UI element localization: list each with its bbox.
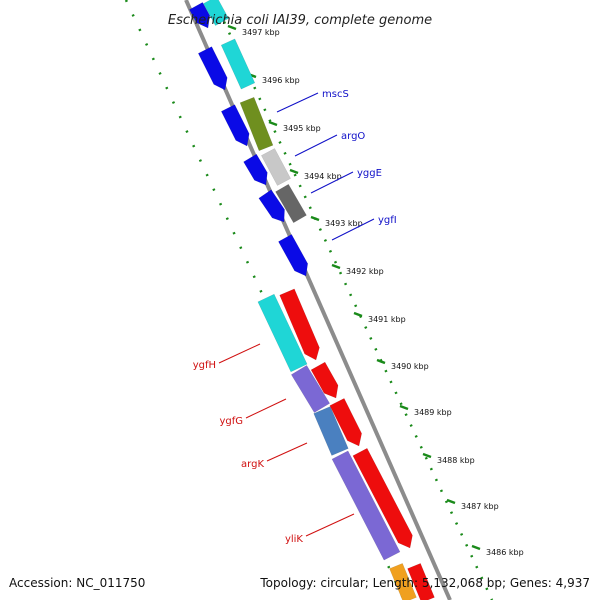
map-title: Escherichia coli IAI39, complete genome bbox=[168, 13, 432, 28]
kbp-label: 3490 kbp bbox=[391, 362, 429, 371]
inner-tick-ruler bbox=[212, 0, 494, 600]
cds-light-gray bbox=[261, 148, 291, 186]
gene-leader-line bbox=[266, 442, 308, 462]
major-tick bbox=[376, 358, 386, 365]
gene-label-reverse: argK bbox=[241, 459, 264, 470]
gene-leader-line bbox=[294, 134, 338, 157]
genome-summary: Topology: circular; Length: 5,132,068 bp… bbox=[259, 576, 590, 590]
forward-cds bbox=[197, 46, 228, 91]
kbp-label: 3492 kbp bbox=[346, 267, 384, 276]
gene-label-forward: yggE bbox=[357, 168, 382, 179]
kbp-label: 3497 kbp bbox=[242, 28, 280, 37]
kbp-label: 3491 kbp bbox=[368, 315, 406, 324]
major-tick bbox=[289, 168, 299, 175]
kbp-label: 3495 kbp bbox=[283, 124, 321, 133]
reverse-cds bbox=[279, 288, 320, 361]
cds-cyan bbox=[257, 293, 308, 373]
cds-purple bbox=[331, 450, 401, 561]
major-tick bbox=[227, 24, 237, 31]
major-tick bbox=[422, 452, 432, 459]
gene-label-reverse: ygfG bbox=[219, 416, 243, 427]
backbone-line bbox=[184, 0, 452, 600]
gene-label-forward: ygfI bbox=[378, 215, 397, 226]
cds-purple bbox=[290, 364, 331, 414]
kbp-label: 3486 kbp bbox=[486, 548, 524, 557]
major-tick bbox=[471, 544, 481, 551]
feature-layer bbox=[189, 0, 435, 600]
gene-leader-line bbox=[245, 398, 287, 419]
gene-leader-line bbox=[331, 218, 375, 241]
cds-orange bbox=[389, 563, 417, 600]
gene-leader-line bbox=[218, 343, 261, 364]
major-tick bbox=[331, 263, 341, 270]
reverse-cds bbox=[352, 447, 413, 549]
kbp-label: 3494 kbp bbox=[304, 172, 342, 181]
major-tick bbox=[446, 498, 456, 505]
cds-cyan bbox=[220, 38, 256, 90]
major-tick bbox=[268, 120, 278, 127]
kbp-label: 3489 kbp bbox=[414, 408, 452, 417]
forward-cds bbox=[220, 104, 250, 147]
forward-cds bbox=[189, 2, 211, 29]
major-tick bbox=[399, 404, 409, 411]
gene-leader-line bbox=[310, 171, 354, 194]
major-tick bbox=[353, 311, 363, 318]
accession-label: Accession: NC_011750 bbox=[9, 576, 145, 590]
gene-label-reverse: yliK bbox=[285, 534, 303, 545]
kbp-label: 3488 kbp bbox=[437, 456, 475, 465]
gene-label-reverse: ygfH bbox=[193, 360, 216, 371]
reverse-cds bbox=[329, 398, 362, 447]
cds-steel bbox=[313, 406, 349, 456]
kbp-label: 3487 kbp bbox=[461, 502, 499, 511]
forward-cds bbox=[258, 189, 285, 223]
forward-cds bbox=[243, 153, 268, 186]
reverse-cds bbox=[310, 361, 339, 399]
cds-dark-gray bbox=[275, 183, 307, 224]
cds-cyan bbox=[203, 0, 229, 26]
gene-label-forward: mscS bbox=[322, 89, 349, 100]
label-layer: 3497 kbp 3496 kbp 3495 kbp 3494 kbp 3493 kbp… bbox=[193, 28, 524, 557]
cds-olive bbox=[239, 96, 274, 152]
gene-leader-line bbox=[276, 92, 319, 113]
kbp-label: 3493 kbp bbox=[325, 219, 363, 228]
track-layer bbox=[124, 0, 494, 600]
gene-leader-line bbox=[305, 513, 355, 537]
major-tick bbox=[310, 215, 320, 222]
kbp-label: 3496 kbp bbox=[262, 76, 300, 85]
reverse-cds bbox=[407, 563, 435, 600]
gene-label-forward: argO bbox=[341, 131, 365, 142]
forward-cds bbox=[278, 234, 308, 277]
